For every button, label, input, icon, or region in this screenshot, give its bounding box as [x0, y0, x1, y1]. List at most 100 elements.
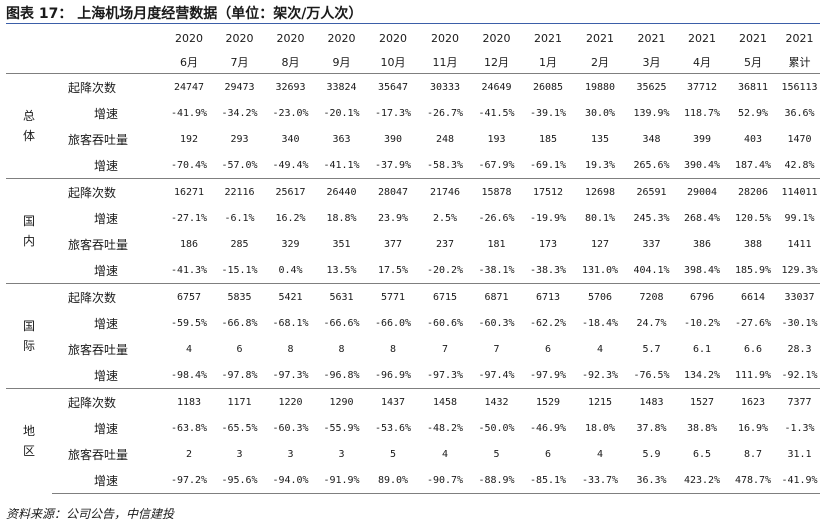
value-cell: -26.7% — [426, 107, 464, 119]
value-cell: 21746 — [419, 178, 471, 205]
value-cell: 7 — [441, 343, 449, 355]
value-cell: 1432 — [471, 388, 522, 415]
value-cell: -6.1% — [224, 212, 255, 224]
value-cell: 337 — [642, 238, 661, 250]
value-cell: 6.6 — [743, 343, 763, 355]
value-cell: -10.2% — [683, 317, 721, 329]
airport-operations-table: 2020 2020 2020 2020 2020 2020 2020 2021 2021 2021… — [6, 27, 820, 494]
value-cell: 37712 — [686, 81, 718, 93]
header-year: 2020 — [327, 32, 356, 45]
metric-label: 增速 — [94, 421, 119, 436]
value-cell: -90.7% — [419, 467, 471, 494]
value-cell: 32693 — [275, 81, 306, 93]
value-cell: 134.2% — [683, 369, 721, 381]
value-cell: 111.9% — [734, 369, 772, 381]
value-cell: 265.6% — [633, 159, 670, 171]
value-cell: 24747 — [173, 81, 205, 93]
value-cell: -20.2% — [426, 264, 464, 276]
value-cell: 33824 — [326, 81, 357, 93]
value-cell: 25617 — [265, 178, 316, 205]
value-cell: 37.8% — [636, 422, 667, 434]
header-month: 1月 — [522, 50, 574, 74]
value-cell: 52.9% — [737, 107, 769, 119]
value-cell: 6757 — [164, 283, 214, 310]
value-cell: 6871 — [471, 283, 522, 310]
value-cell: -27.1% — [170, 212, 208, 224]
value-cell: 192 — [179, 133, 199, 145]
value-cell: 42.8% — [784, 159, 815, 171]
metric-label: 增速 — [94, 211, 119, 226]
value-cell: -55.9% — [323, 422, 360, 434]
value-cell: 24.7% — [636, 317, 667, 329]
value-cell: 127 — [590, 238, 610, 250]
metric-label: 增速 — [94, 263, 119, 278]
value-cell: 22116 — [214, 178, 265, 205]
value-cell: 16.2% — [275, 212, 306, 224]
value-cell: -30.1% — [781, 317, 818, 329]
value-cell: 5.9 — [642, 448, 661, 460]
value-cell: 173 — [538, 238, 558, 250]
header-month: 8月 — [265, 50, 316, 74]
value-cell: -67.9% — [478, 159, 515, 171]
header-month: 4月 — [677, 50, 727, 74]
value-cell: 329 — [281, 238, 300, 250]
value-cell: 131.0% — [581, 264, 619, 276]
value-cell: -41.3% — [170, 264, 208, 276]
value-cell: 237 — [435, 238, 455, 250]
title-underline — [6, 23, 820, 24]
value-cell: -26.6% — [478, 212, 515, 224]
value-cell: 2 — [185, 448, 193, 460]
header-year: 2020 — [225, 32, 254, 45]
table-row: 增速 -59.5% -66.8% -68.1% -66.6% -66.0% -60.6% -6… — [6, 310, 820, 336]
value-cell: 1171 — [214, 388, 265, 415]
value-cell: 478.7% — [727, 467, 779, 494]
value-cell: 377 — [383, 238, 403, 250]
table-row: 增速 -97.2% -95.6% -94.0% -91.9% 89.0% -90.7% -88… — [6, 467, 820, 494]
value-cell: -59.5% — [170, 317, 208, 329]
value-cell: 187.4% — [734, 159, 772, 171]
value-cell: 390 — [383, 133, 403, 145]
header-year: 2021 — [637, 32, 666, 45]
header-month: 10月 — [367, 50, 419, 74]
value-cell: 5 — [493, 448, 500, 460]
value-cell: 398.4% — [683, 264, 721, 276]
value-cell: 3 — [338, 448, 345, 460]
value-cell: 7 — [493, 343, 500, 355]
value-cell: 18.8% — [326, 212, 357, 224]
value-cell: 89.0% — [367, 467, 419, 494]
value-cell: 30.0% — [584, 107, 616, 119]
value-cell: 28047 — [367, 178, 419, 205]
value-cell: 4 — [596, 343, 604, 355]
table-row: 旅客吞吐量 186 285 329 351 377 237 181 173 127 337 386 38… — [6, 231, 820, 257]
value-cell: -50.0% — [478, 422, 515, 434]
header-month: 累计 — [779, 50, 820, 74]
value-cell: 36.6% — [784, 107, 815, 119]
value-cell: 33037 — [779, 283, 820, 310]
value-cell: 1411 — [787, 238, 812, 250]
value-cell: 4 — [185, 343, 193, 355]
metric-label: 增速 — [94, 368, 119, 383]
value-cell: -41.9% — [779, 467, 820, 494]
value-cell: -33.7% — [574, 467, 626, 494]
figure-title: 图表 17： 上海机场月度经营数据（单位：架次/万人次） — [6, 6, 363, 22]
value-cell: 26591 — [626, 178, 677, 205]
header-month: 2月 — [574, 50, 626, 74]
value-cell: 186 — [179, 238, 199, 250]
value-cell: -92.3% — [581, 369, 619, 381]
header-month: 6月 — [164, 50, 214, 74]
table-body: 2020 2020 2020 2020 2020 2020 2020 2021 2021 2021… — [6, 27, 820, 494]
value-cell: -97.4% — [478, 369, 515, 381]
value-cell: 31.1 — [787, 448, 812, 460]
value-cell: 5706 — [574, 283, 626, 310]
value-cell: 36811 — [737, 81, 769, 93]
value-cell: 3 — [236, 448, 243, 460]
value-cell: -41.5% — [478, 107, 515, 119]
value-cell: 99.1% — [784, 212, 815, 224]
value-cell: 245.3% — [633, 212, 670, 224]
value-cell: -85.1% — [522, 467, 574, 494]
value-cell: 340 — [281, 133, 300, 145]
value-cell: 156113 — [781, 81, 818, 93]
value-cell: -37.9% — [374, 159, 412, 171]
value-cell: 35647 — [377, 81, 409, 93]
value-cell: -88.9% — [471, 467, 522, 494]
